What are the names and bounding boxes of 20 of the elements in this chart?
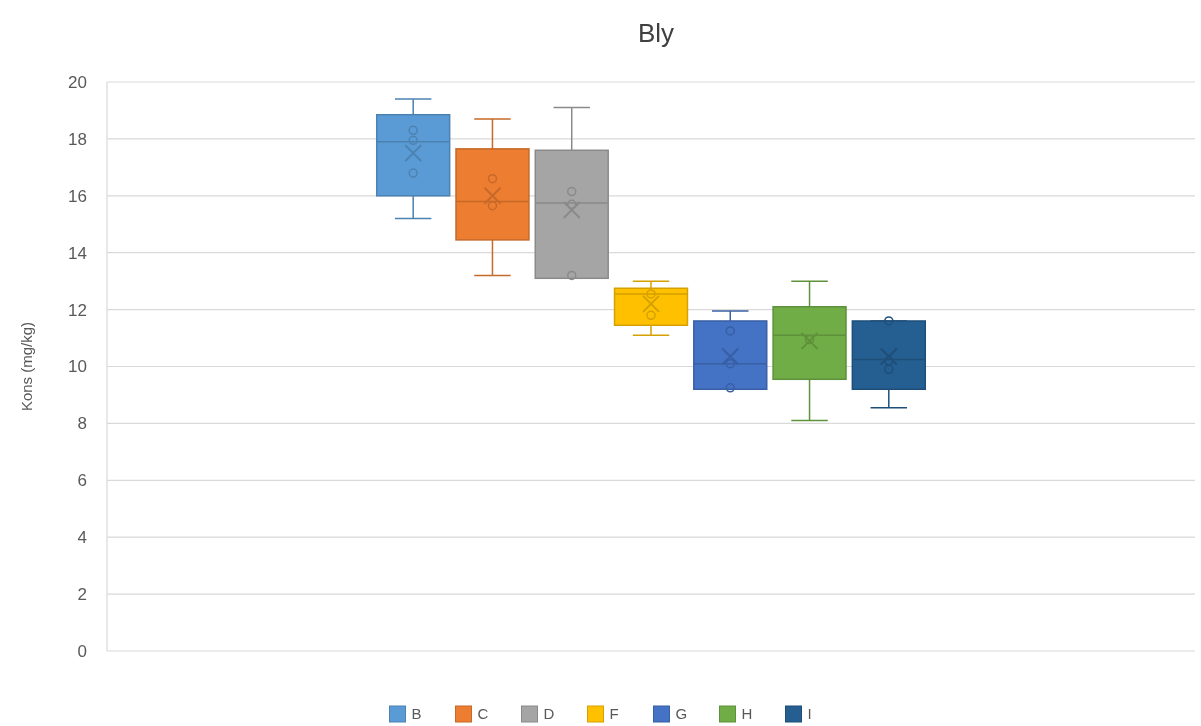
y-tick-label: 4	[77, 528, 87, 548]
legend-label: B	[411, 705, 422, 722]
legend-label: D	[543, 705, 555, 722]
y-tick-label: 10	[68, 357, 87, 377]
y-tick-label: 0	[77, 641, 87, 661]
legend-label: H	[741, 705, 753, 722]
y-tick-label: 2	[77, 585, 87, 605]
y-tick-label: 14	[68, 243, 87, 263]
legend-label: C	[477, 705, 489, 722]
chart-title: Bly	[637, 18, 675, 48]
y-tick-label: 12	[68, 300, 87, 320]
legend-label: I	[807, 705, 812, 722]
y-tick-label: 8	[77, 414, 87, 434]
y-tick-label: 16	[68, 186, 87, 206]
legend-label: F	[609, 705, 619, 722]
legend-label: G	[675, 705, 688, 722]
y-tick-label: 18	[68, 129, 87, 149]
y-tick-label: 20	[68, 72, 87, 92]
y-axis-title: Kons (mg/kg)	[18, 321, 35, 412]
y-tick-label: 6	[77, 471, 87, 491]
